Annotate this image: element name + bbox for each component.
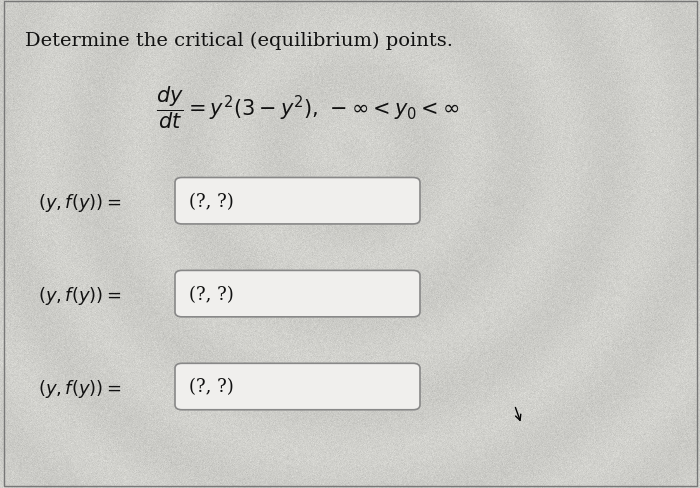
Text: $(y, f(y)) =$: $(y, f(y)) =$	[38, 192, 122, 213]
Text: Determine the critical (equilibrium) points.: Determine the critical (equilibrium) poi…	[25, 32, 452, 50]
Text: (?, ?): (?, ?)	[189, 285, 234, 303]
FancyBboxPatch shape	[175, 364, 420, 410]
Text: $(y, f(y)) =$: $(y, f(y)) =$	[38, 377, 122, 399]
FancyBboxPatch shape	[175, 178, 420, 224]
Text: $\dfrac{dy}{dt} = y^{2}(3 - y^{2}),\,-\infty < y_0 < \infty$: $\dfrac{dy}{dt} = y^{2}(3 - y^{2}),\,-\i…	[156, 84, 460, 131]
Text: (?, ?): (?, ?)	[189, 192, 234, 210]
Text: (?, ?): (?, ?)	[189, 378, 234, 396]
Text: $(y, f(y)) =$: $(y, f(y)) =$	[38, 285, 122, 306]
FancyBboxPatch shape	[175, 271, 420, 317]
